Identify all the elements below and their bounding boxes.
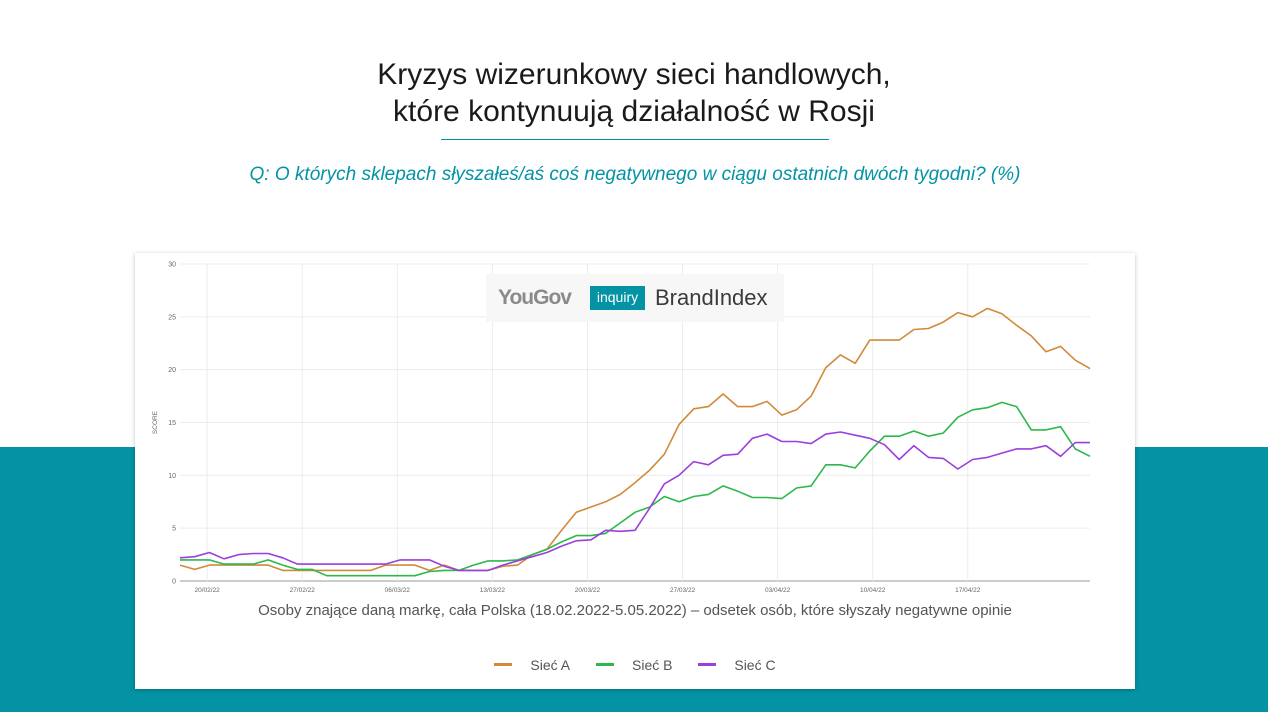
yougov-brandindex-logo: YouGov inquiry BrandIndex <box>486 274 784 322</box>
series-line-1 <box>179 307 1091 572</box>
x-tick-label: 03/04/22 <box>765 587 791 594</box>
y-tick-label: 30 <box>168 262 176 269</box>
legend-swatch-siec-a <box>494 663 513 666</box>
legend-item-siec-a: Sieć A <box>494 657 570 673</box>
legend-swatch-siec-c <box>698 663 717 666</box>
legend-label-siec-b: Sieć B <box>632 656 673 673</box>
chart-card: 0 5 10 15 20 25 30 20/02/22 27/02/22 06/03/22 13/0… <box>135 253 1135 689</box>
chart-legend: Sieć A Sieć B Sieć C <box>135 653 1135 673</box>
legend-item-siec-b: Sieć B <box>596 657 672 673</box>
x-tick-label: 10/04/22 <box>860 587 886 594</box>
survey-question: Q: O których sklepach słyszałeś/aś coś n… <box>249 164 1021 185</box>
legend-label-siec-a: Sieć A <box>530 656 571 673</box>
legend-swatch-siec-b <box>596 663 614 666</box>
chart-axes: 0 5 10 15 20 25 30 20/02/22 27/02/22 06/03/22 13/0… <box>152 262 981 595</box>
x-tick-label: 27/02/22 <box>290 587 316 594</box>
x-tick-label: 17/04/22 <box>955 587 981 594</box>
y-axis-label: SCORE <box>152 410 159 434</box>
inquiry-logo-badge: inquiry <box>590 286 645 310</box>
y-tick-label: 25 <box>168 314 176 321</box>
series-line-2 <box>180 401 1091 577</box>
series-line-3 <box>179 431 1090 572</box>
chart-series <box>179 307 1091 577</box>
page-title-line-1: Kryzys wizerunkowy sieci handlowych, <box>377 58 891 91</box>
y-tick-label: 0 <box>172 579 176 586</box>
brandindex-logo-text: BrandIndex <box>655 285 768 310</box>
legend-item-siec-c: Sieć C <box>698 656 776 673</box>
page-title-line-2: które kontynuują działalność w Rosji <box>393 95 875 128</box>
chart-grid <box>180 263 1090 582</box>
y-tick-label: 15 <box>168 420 176 427</box>
x-tick-label: 13/03/22 <box>480 587 506 594</box>
x-tick-label: 27/03/22 <box>670 587 696 594</box>
x-tick-label: 06/03/22 <box>385 587 411 594</box>
x-tick-label: 20/02/22 <box>195 587 221 594</box>
legend-label-siec-c: Sieć C <box>734 656 776 673</box>
title-underline <box>441 139 829 140</box>
y-tick-label: 10 <box>168 473 176 480</box>
y-tick-label: 5 <box>172 526 176 533</box>
y-tick-label: 20 <box>168 367 176 374</box>
page-title: Kryzys wizerunkowy sieci handlowych, któ… <box>0 56 1268 130</box>
x-tick-label: 20/03/22 <box>575 587 601 594</box>
chart-subtitle: Osoby znające daną markę, cała Polska (1… <box>258 602 1012 619</box>
yougov-logo-text: YouGov <box>498 286 572 309</box>
line-chart: 0 5 10 15 20 25 30 20/02/22 27/02/22 06/03/22 13/0… <box>152 262 1091 595</box>
